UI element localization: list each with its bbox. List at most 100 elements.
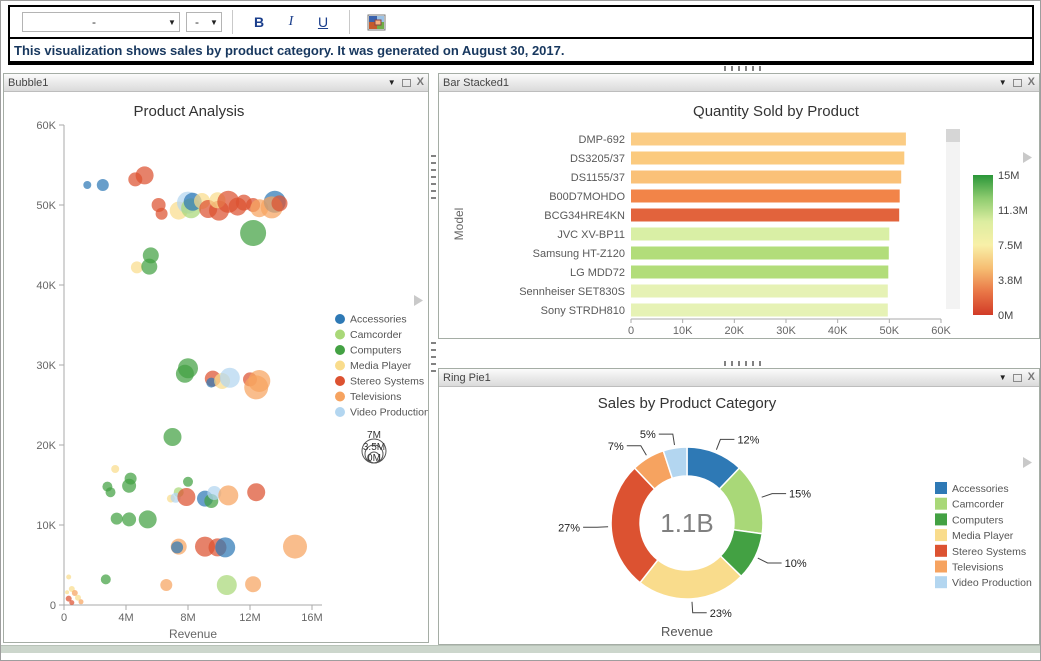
bubble-point[interactable] xyxy=(65,590,70,595)
bar-category-label: BCG34HRE4KN xyxy=(544,210,625,222)
legend-swatch[interactable] xyxy=(335,360,345,371)
bubble-point[interactable] xyxy=(83,181,92,189)
bubble-point[interactable] xyxy=(283,534,307,559)
bubble-point[interactable] xyxy=(160,579,173,591)
legend-swatch[interactable] xyxy=(335,407,345,417)
panel-bar-stacked1-header[interactable]: Bar Stacked1 ▼ X xyxy=(439,74,1039,92)
panel-close-icon[interactable]: X xyxy=(1027,371,1035,383)
bubble-point[interactable] xyxy=(240,220,267,246)
bar[interactable] xyxy=(631,151,905,165)
font-size-dropdown[interactable]: - ▼ xyxy=(186,12,222,32)
bubble-point[interactable] xyxy=(163,428,182,446)
bottom-scroll-strip[interactable] xyxy=(1,645,1040,653)
splitter-grip-horizontal[interactable] xyxy=(724,66,762,71)
bubble-point[interactable] xyxy=(78,599,84,605)
bar[interactable] xyxy=(631,170,902,184)
bubble-point[interactable] xyxy=(111,465,120,473)
italic-button[interactable]: I xyxy=(275,10,307,34)
legend-swatch[interactable] xyxy=(335,391,345,402)
panel-bubble1-header[interactable]: Bubble1 ▼ X xyxy=(4,74,428,92)
legend-swatch[interactable] xyxy=(935,529,947,542)
bold-button[interactable]: B xyxy=(243,10,275,34)
bar[interactable] xyxy=(631,132,906,146)
legend-swatch[interactable] xyxy=(335,314,345,324)
bubble-point[interactable] xyxy=(110,512,123,525)
expand-arrow-icon[interactable] xyxy=(1023,457,1032,468)
panel-ring-pie1-header[interactable]: Ring Pie1 ▼ X xyxy=(439,369,1039,387)
legend-swatch[interactable] xyxy=(335,329,345,340)
bubble-point[interactable] xyxy=(122,478,137,493)
panel-menu-icon[interactable]: ▼ xyxy=(998,372,1007,382)
bubble-point[interactable] xyxy=(175,364,194,383)
panel-maximize-icon[interactable] xyxy=(401,78,411,87)
underline-button[interactable]: U xyxy=(307,10,339,34)
bubble-point[interactable] xyxy=(69,600,75,606)
bubble-point[interactable] xyxy=(66,574,72,580)
legend-swatch[interactable] xyxy=(935,560,947,573)
bubble-point[interactable] xyxy=(271,195,288,212)
font-family-dropdown[interactable]: - ▼ xyxy=(22,12,180,32)
bubble-point[interactable] xyxy=(122,512,137,527)
bubble-point[interactable] xyxy=(177,488,196,506)
panel-maximize-icon[interactable] xyxy=(1012,78,1022,87)
bar[interactable] xyxy=(631,303,888,317)
color-palette-button[interactable] xyxy=(364,11,388,33)
chart-scrollbar-thumb[interactable] xyxy=(946,129,960,142)
bar[interactable] xyxy=(631,284,888,298)
bubble-point[interactable] xyxy=(100,574,111,585)
bubble-point[interactable] xyxy=(135,166,154,185)
legend-swatch[interactable] xyxy=(935,482,947,494)
x-axis-title: Revenue xyxy=(169,627,217,641)
pie-label-leader xyxy=(583,526,609,528)
pie-slice[interactable] xyxy=(662,446,688,480)
legend-swatch[interactable] xyxy=(935,497,947,510)
text-banner[interactable]: This visualization shows sales by produc… xyxy=(10,39,1032,63)
panel-menu-icon[interactable]: ▼ xyxy=(998,77,1007,87)
bubble-point[interactable] xyxy=(155,207,168,220)
bubble-point[interactable] xyxy=(171,541,184,554)
legend-swatch[interactable] xyxy=(935,513,947,526)
y-tick-label: 50K xyxy=(36,200,56,212)
bubble-point[interactable] xyxy=(219,367,240,388)
expand-arrow-icon[interactable] xyxy=(1023,152,1032,163)
bar[interactable] xyxy=(631,227,890,241)
bubble-point[interactable] xyxy=(245,576,262,593)
bubble-point[interactable] xyxy=(206,377,217,388)
bubble-point[interactable] xyxy=(105,487,116,498)
chart-scrollbar-track[interactable] xyxy=(946,129,960,309)
legend-swatch[interactable] xyxy=(935,544,947,557)
chevron-down-icon[interactable]: ▼ xyxy=(168,17,176,27)
bubble-point[interactable] xyxy=(216,575,237,595)
panel-close-icon[interactable]: X xyxy=(416,76,424,88)
legend-swatch[interactable] xyxy=(335,376,345,386)
legend-swatch[interactable] xyxy=(335,345,345,355)
bubble-point[interactable] xyxy=(130,261,143,274)
bubble-point[interactable] xyxy=(218,485,239,506)
bubble-point[interactable] xyxy=(96,179,109,191)
bubble-point[interactable] xyxy=(71,590,78,596)
bubble-point[interactable] xyxy=(215,537,236,558)
bubble-point[interactable] xyxy=(183,476,193,487)
legend-swatch[interactable] xyxy=(935,576,947,589)
bar[interactable] xyxy=(631,189,900,203)
bubble-point[interactable] xyxy=(207,486,222,500)
bubble-point[interactable] xyxy=(138,510,157,529)
bar[interactable] xyxy=(631,246,889,260)
bar[interactable] xyxy=(631,265,889,279)
bubble-point[interactable] xyxy=(65,595,72,602)
splitter-grip-vertical[interactable] xyxy=(431,153,436,199)
pie-slice-percent-label: 12% xyxy=(737,434,759,446)
chevron-down-icon[interactable]: ▼ xyxy=(210,17,218,27)
panel-maximize-icon[interactable] xyxy=(1012,373,1022,382)
color-palette-icon xyxy=(367,14,385,30)
bubble-point[interactable] xyxy=(247,483,266,502)
panel-close-icon[interactable]: X xyxy=(1027,76,1035,88)
bar[interactable] xyxy=(631,208,900,222)
splitter-grip-vertical[interactable] xyxy=(431,340,436,372)
splitter-grip-horizontal[interactable] xyxy=(724,361,762,366)
bubble-point[interactable] xyxy=(75,594,81,601)
expand-arrow-icon[interactable] xyxy=(414,295,423,306)
bubble-point[interactable] xyxy=(141,258,158,275)
bubble-point[interactable] xyxy=(244,375,269,400)
panel-menu-icon[interactable]: ▼ xyxy=(387,77,396,87)
